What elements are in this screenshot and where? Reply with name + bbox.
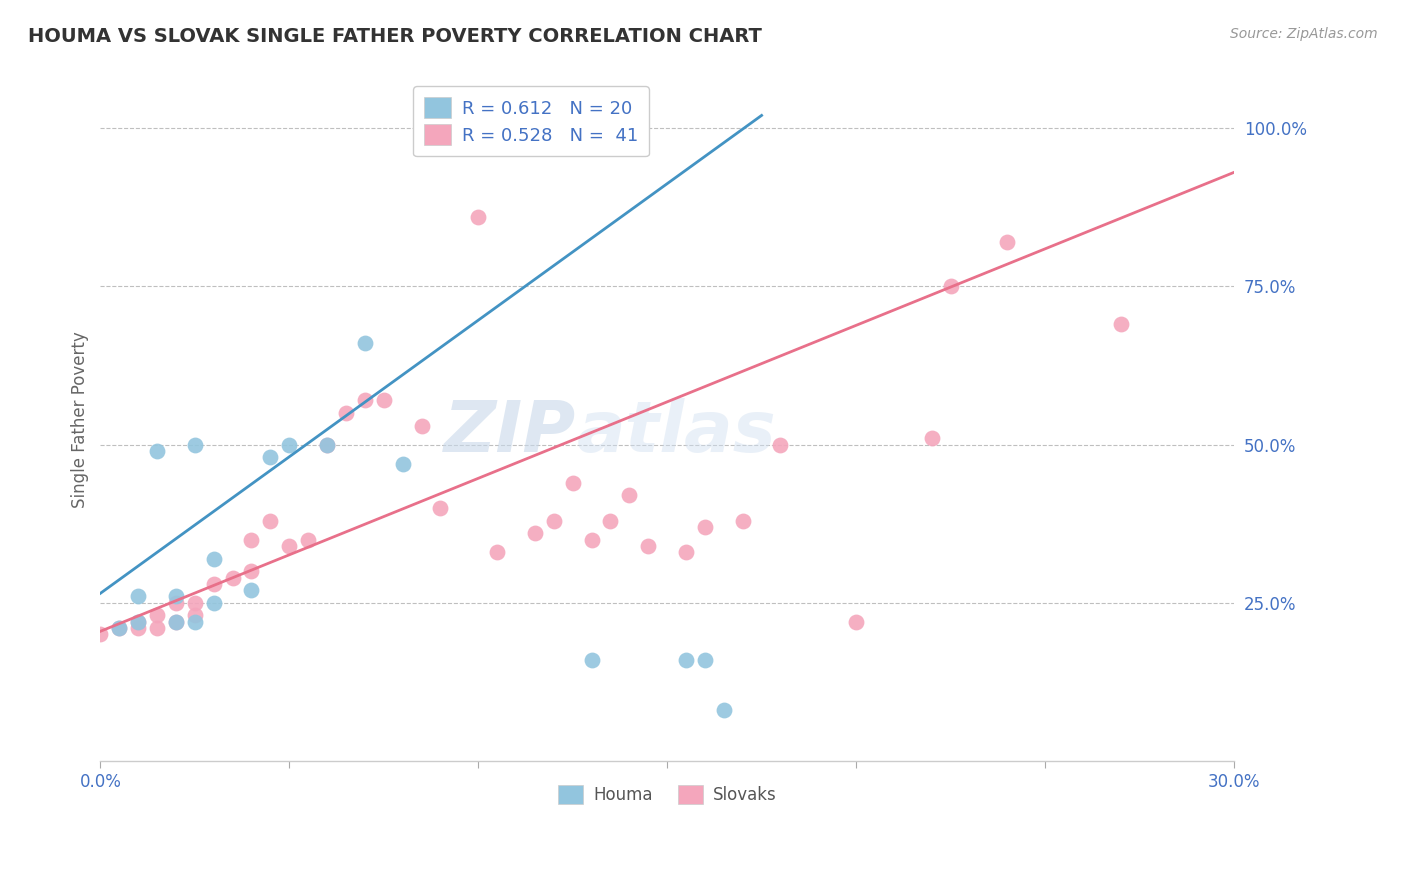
Point — [995, 235, 1018, 249]
Point — [278, 539, 301, 553]
Point — [184, 437, 207, 451]
Y-axis label: Single Father Poverty: Single Father Poverty — [72, 331, 89, 508]
Point — [127, 621, 149, 635]
Point — [165, 615, 187, 629]
Point — [637, 539, 659, 553]
Point — [127, 615, 149, 629]
Point — [240, 583, 263, 598]
Point — [353, 393, 375, 408]
Point — [543, 514, 565, 528]
Point — [184, 615, 207, 629]
Point — [316, 437, 339, 451]
Point — [297, 533, 319, 547]
Point — [165, 590, 187, 604]
Point — [1109, 318, 1132, 332]
Point — [202, 551, 225, 566]
Point — [675, 545, 697, 559]
Text: ZIP: ZIP — [444, 399, 576, 467]
Point — [581, 653, 603, 667]
Point — [675, 653, 697, 667]
Point — [411, 418, 433, 433]
Point — [221, 570, 243, 584]
Point — [127, 590, 149, 604]
Point — [921, 431, 943, 445]
Point — [391, 457, 413, 471]
Point — [259, 514, 281, 528]
Point — [939, 279, 962, 293]
Point — [523, 526, 546, 541]
Point — [769, 437, 792, 451]
Text: atlas: atlas — [576, 399, 776, 467]
Point — [335, 406, 357, 420]
Point — [165, 615, 187, 629]
Point — [146, 444, 169, 458]
Point — [316, 437, 339, 451]
Point — [845, 615, 868, 629]
Point — [202, 577, 225, 591]
Point — [561, 475, 583, 490]
Point — [373, 393, 395, 408]
Text: HOUMA VS SLOVAK SINGLE FATHER POVERTY CORRELATION CHART: HOUMA VS SLOVAK SINGLE FATHER POVERTY CO… — [28, 27, 762, 45]
Legend: Houma, Slovaks: Houma, Slovaks — [548, 775, 786, 814]
Point — [353, 336, 375, 351]
Point — [429, 500, 451, 515]
Point — [467, 210, 489, 224]
Text: Source: ZipAtlas.com: Source: ZipAtlas.com — [1230, 27, 1378, 41]
Point — [165, 596, 187, 610]
Point — [599, 514, 621, 528]
Point — [486, 545, 509, 559]
Point — [108, 621, 131, 635]
Point — [108, 621, 131, 635]
Point — [259, 450, 281, 465]
Point — [713, 703, 735, 717]
Point — [693, 653, 716, 667]
Point — [184, 596, 207, 610]
Point — [184, 608, 207, 623]
Point — [693, 520, 716, 534]
Point — [146, 608, 169, 623]
Point — [581, 533, 603, 547]
Point — [619, 488, 641, 502]
Point — [89, 627, 111, 641]
Point — [146, 621, 169, 635]
Point — [240, 533, 263, 547]
Point — [731, 514, 754, 528]
Point — [278, 437, 301, 451]
Point — [127, 615, 149, 629]
Point — [240, 564, 263, 578]
Point — [202, 596, 225, 610]
